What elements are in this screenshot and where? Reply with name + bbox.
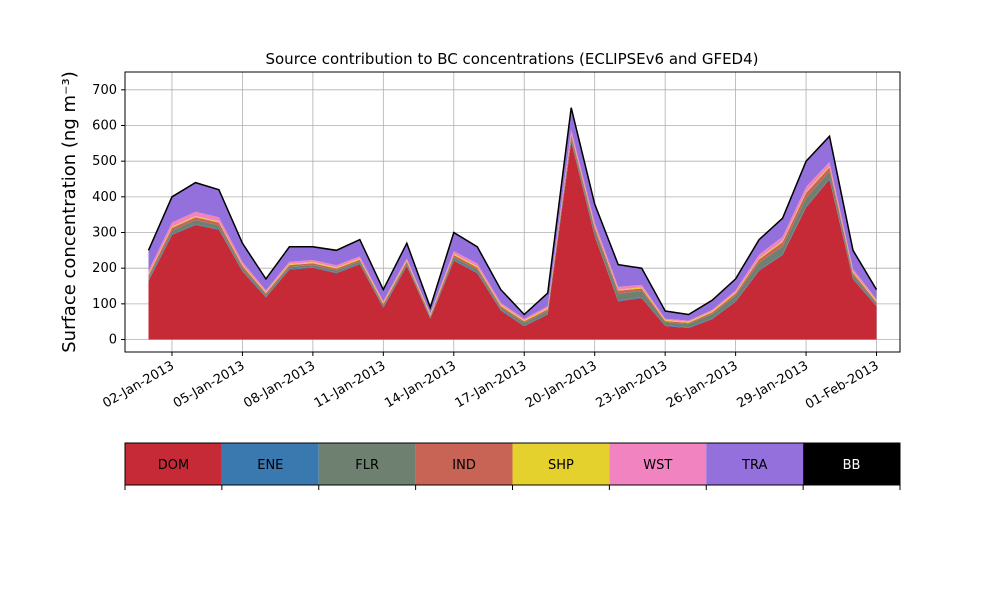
legend-swatch	[706, 443, 804, 485]
legend-swatch	[221, 443, 319, 485]
legend-label: TRA	[741, 458, 767, 473]
y-tick-label: 0	[109, 333, 117, 348]
y-tick-label: 500	[92, 154, 117, 169]
total-outline	[147, 107, 878, 316]
y-tick-label: 100	[92, 297, 117, 312]
x-tick-label: 01-Feb-2013	[803, 358, 882, 412]
y-tick-label: 600	[92, 119, 117, 134]
x-tick-label: 20-Jan-2013	[523, 358, 600, 411]
area	[148, 141, 877, 340]
y-tick-label: 200	[92, 261, 117, 276]
legend-frame	[124, 442, 901, 486]
legend-swatch	[512, 443, 610, 485]
y-tick-label: 700	[92, 83, 117, 98]
x-tick-label: 05-Jan-2013	[171, 358, 248, 411]
x-tick-label: 26-Jan-2013	[664, 358, 741, 411]
legend-swatch	[318, 443, 416, 485]
y-axis-label: Surface concentration (ng m⁻³)	[59, 71, 80, 353]
legend-label: BB	[843, 458, 861, 473]
legend-swatch	[609, 443, 707, 485]
legend-swatch	[415, 443, 513, 485]
legend-swatch	[803, 443, 900, 485]
x-tick-label: 02-Jan-2013	[100, 358, 177, 411]
chart-title: Source contribution to BC concentrations…	[265, 50, 758, 68]
legend-label: SHP	[548, 458, 574, 473]
x-tick-label: 11-Jan-2013	[312, 358, 389, 411]
plot-frame	[124, 71, 901, 353]
y-tick-label: 300	[92, 226, 117, 241]
legend-label: DOM	[158, 458, 189, 473]
x-tick-label: 29-Jan-2013	[734, 358, 811, 411]
legend-label: IND	[452, 458, 476, 473]
x-tick-label: 17-Jan-2013	[453, 358, 530, 411]
x-tick-label: 08-Jan-2013	[241, 358, 318, 411]
x-tick-label: 23-Jan-2013	[594, 358, 671, 411]
legend-swatch	[125, 443, 222, 485]
x-tick-label: 14-Jan-2013	[382, 358, 459, 411]
legend-label: FLR	[355, 458, 379, 473]
legend-label: WST	[643, 458, 672, 473]
legend-label: ENE	[257, 458, 283, 473]
y-tick-label: 400	[92, 190, 117, 205]
